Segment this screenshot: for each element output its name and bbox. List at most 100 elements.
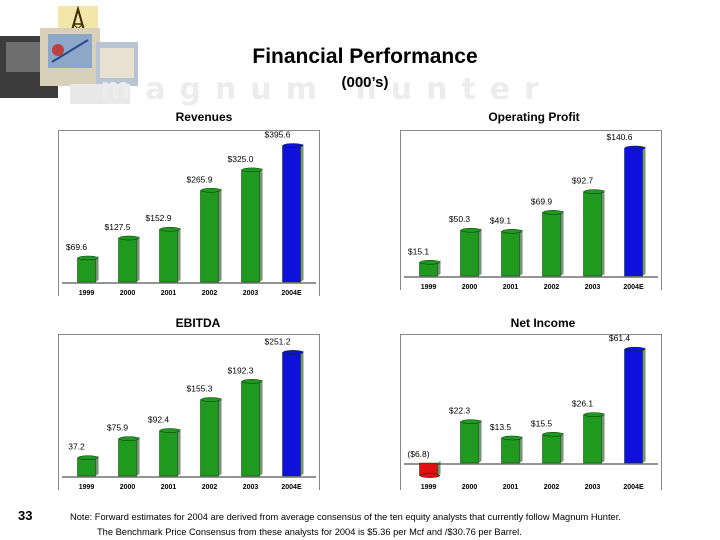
revenues-category-label: 2003 <box>243 290 259 297</box>
revenues-value-label: $69.6 <box>66 242 88 252</box>
ebitda-bar-1999 <box>77 457 96 477</box>
operating-profit-category-label: 2000 <box>462 284 478 291</box>
revenues-bar-shadow <box>136 236 140 282</box>
ebitda-bar-shadow <box>218 397 222 476</box>
net-income-bar-2000 <box>460 421 479 464</box>
ebitda-value-label: $155.3 <box>187 384 213 394</box>
operating-profit-bar-shadow <box>437 260 441 276</box>
operating-profit-bar-cap <box>542 210 564 215</box>
operating-profit-bar-2001 <box>501 231 520 277</box>
ebitda-bar-2000 <box>118 438 137 477</box>
revenues-value-label: $152.9 <box>146 213 172 223</box>
ebitda-bar-cap <box>200 397 222 402</box>
revenues-bar-2001 <box>159 228 178 283</box>
ebitda-bar-cap <box>159 428 181 433</box>
operating-profit-bar-2003 <box>583 191 602 277</box>
ebitda-plot-frame <box>58 334 320 490</box>
operating-profit-plot-frame <box>400 130 662 290</box>
revenues-bar-2003 <box>241 169 260 283</box>
net-income-category-label: 2003 <box>585 484 601 491</box>
revenues-category-label: 1999 <box>79 290 95 297</box>
ebitda-chart: 37.2 1999 $75.9 2000 $92.4 2001 $155.3 2002 $192… <box>58 334 320 491</box>
net-income-bar-shadow <box>478 419 482 464</box>
revenues-bar-cap <box>77 255 99 261</box>
ebitda-bar-shadow <box>259 379 263 476</box>
net-income-bar-shadow <box>437 461 441 476</box>
net-income-value-label: $26.1 <box>572 399 594 409</box>
operating-profit-category-label: 2002 <box>544 284 560 291</box>
revenues-bar-cap <box>241 167 263 173</box>
net-income-bar-cap <box>624 346 646 352</box>
ebitda-bar-shadow <box>136 436 140 476</box>
revenues-chart-title: Revenues <box>175 110 233 124</box>
operating-profit-category-label: 2001 <box>503 284 519 291</box>
revenues-bar-shadow <box>177 227 181 282</box>
revenues-bar-shadow <box>218 188 222 282</box>
net-income-chart: ($6.8) 1999 $22.3 2000 $13.5 2001 $15.5 2002 $26… <box>400 333 662 491</box>
ebitda-category-label: 2004E <box>281 484 302 491</box>
operating-profit-bar-shadow <box>478 228 482 276</box>
footnote-line-2: The Benchmark Price Consensus from these… <box>97 527 522 537</box>
operating-profit-category-label: 2003 <box>585 284 601 291</box>
revenues-bar-2004e <box>282 145 301 283</box>
ebitda-value-label: $75.9 <box>107 423 129 433</box>
net-income-bar-cap <box>419 473 441 478</box>
revenues-bar-cap <box>282 143 304 148</box>
operating-profit-bar-shadow <box>519 229 523 276</box>
operating-profit-bar-cap <box>501 229 523 234</box>
revenues-bar-2002 <box>200 190 219 283</box>
operating-profit-bar-cap <box>583 189 605 194</box>
revenues-bar-cap <box>118 235 140 241</box>
net-income-chart-title: Net Income <box>510 316 576 330</box>
ebitda-category-label: 1999 <box>79 484 95 491</box>
ebitda-chart-title: EBITDA <box>175 316 221 330</box>
photo-collage-image <box>0 28 150 108</box>
revenues-bar-shadow <box>300 143 304 282</box>
footnote-line-1: Note: Forward estimates for 2004 are der… <box>70 512 621 522</box>
revenues-plot-frame <box>58 130 320 296</box>
revenues-value-label: $127.5 <box>105 222 131 232</box>
net-income-bar-cap <box>583 412 605 417</box>
operating-profit-value-label: $50.3 <box>449 214 471 224</box>
ebitda-value-label: $192.3 <box>228 365 254 375</box>
ebitda-value-label: 37.2 <box>68 442 85 452</box>
operating-profit-bar-shadow <box>560 210 564 276</box>
revenues-bar-shadow <box>95 255 99 282</box>
ebitda-value-label: $92.4 <box>148 415 170 425</box>
operating-profit-value-label: $15.1 <box>408 246 430 256</box>
net-income-bar-cap <box>542 432 564 437</box>
ebitda-bar-cap <box>282 350 304 355</box>
page-subtitle: (000’s) <box>341 74 389 91</box>
ebitda-value-label: $251.2 <box>265 336 291 346</box>
operating-profit-bar-2000 <box>460 229 479 277</box>
operating-profit-category-label: 1999 <box>421 284 437 291</box>
revenues-bar-shadow <box>259 167 263 282</box>
net-income-bar-shadow <box>642 347 646 464</box>
revenues-value-label: $395.6 <box>265 130 291 140</box>
net-income-category-label: 2001 <box>503 484 519 491</box>
ebitda-bar-cap <box>241 379 263 384</box>
ebitda-category-label: 2002 <box>202 484 218 491</box>
net-income-bar-shadow <box>519 435 523 464</box>
operating-profit-bar-cap <box>419 260 441 265</box>
net-income-category-label: 2000 <box>462 484 478 491</box>
ebitda-category-label: 2003 <box>243 484 259 491</box>
revenues-category-label: 2000 <box>120 290 136 297</box>
net-income-bar-2004e <box>624 348 643 464</box>
operating-profit-bar-2004e <box>624 147 643 277</box>
net-income-category-label: 2004E <box>623 484 644 491</box>
revenues-bar-2000 <box>118 237 137 283</box>
revenues-chart: $69.6 1999 $127.5 2000 $152.9 2001 $265.9 2002 $… <box>58 130 320 297</box>
net-income-value-label: $22.3 <box>449 406 471 416</box>
operating-profit-bar-shadow <box>642 146 646 276</box>
ebitda-bar-cap <box>118 436 140 441</box>
ebitda-bar-shadow <box>300 350 304 476</box>
ebitda-bar-2004e <box>282 352 301 477</box>
operating-profit-value-label: $49.1 <box>490 215 512 225</box>
footnote: Note: Forward estimates for 2004 are der… <box>70 510 715 540</box>
net-income-value-label: $61.4 <box>609 333 631 343</box>
brand-watermark: magnum hunter <box>100 72 553 107</box>
revenues-category-label: 2004E <box>281 290 302 297</box>
net-income-bar-cap <box>501 435 523 441</box>
operating-profit-bar-cap <box>460 227 482 233</box>
